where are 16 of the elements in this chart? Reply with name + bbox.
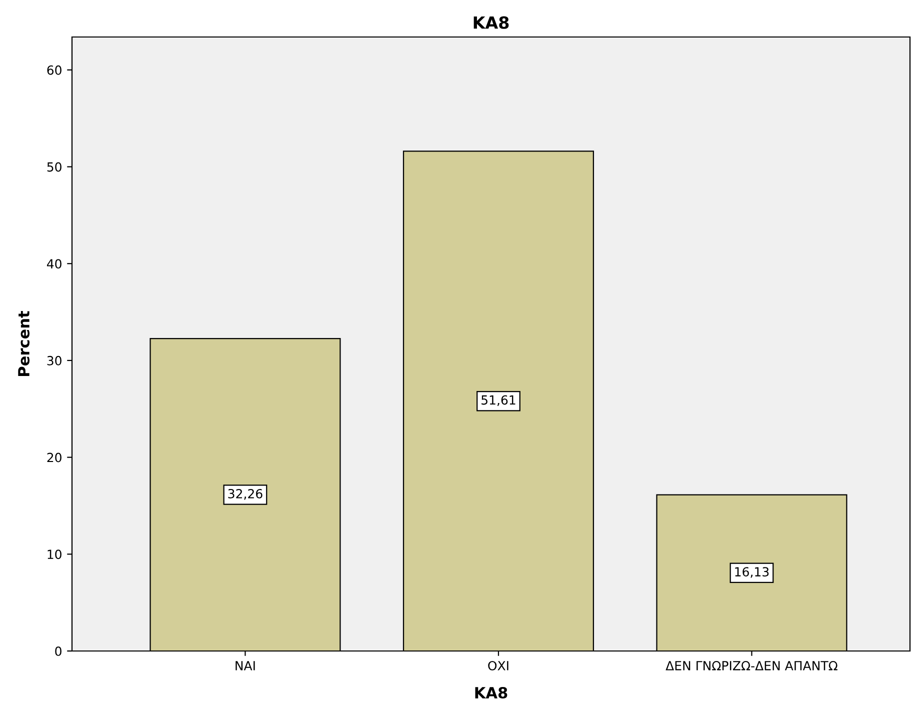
chart-title: KA8 xyxy=(474,16,509,29)
y-tick-label: 20 xyxy=(47,452,62,462)
x-axis-title: KA8 xyxy=(475,686,508,699)
y-tick-label: 10 xyxy=(48,550,62,560)
y-tick-label: 50 xyxy=(47,162,62,172)
data-label: 16,13 xyxy=(735,567,769,578)
y-tick-label: 60 xyxy=(47,65,62,75)
x-tick-label: ΟΧΙ xyxy=(488,660,508,670)
y-tick-label: 30 xyxy=(47,356,62,366)
y-tick-label: 40 xyxy=(46,259,62,269)
y-tick-label: 0 xyxy=(55,646,62,656)
y-axis-title: Percent xyxy=(18,311,30,376)
data-label: 32,26 xyxy=(228,488,262,500)
x-tick-label: ΔΕΝ ΓΝΩΡΙΖΩ-ΔΕΝ ΑΠΑΝΤΩ xyxy=(666,661,838,670)
x-tick-label: ΝΑΙ xyxy=(236,661,255,670)
data-label: 51,61 xyxy=(482,395,516,406)
